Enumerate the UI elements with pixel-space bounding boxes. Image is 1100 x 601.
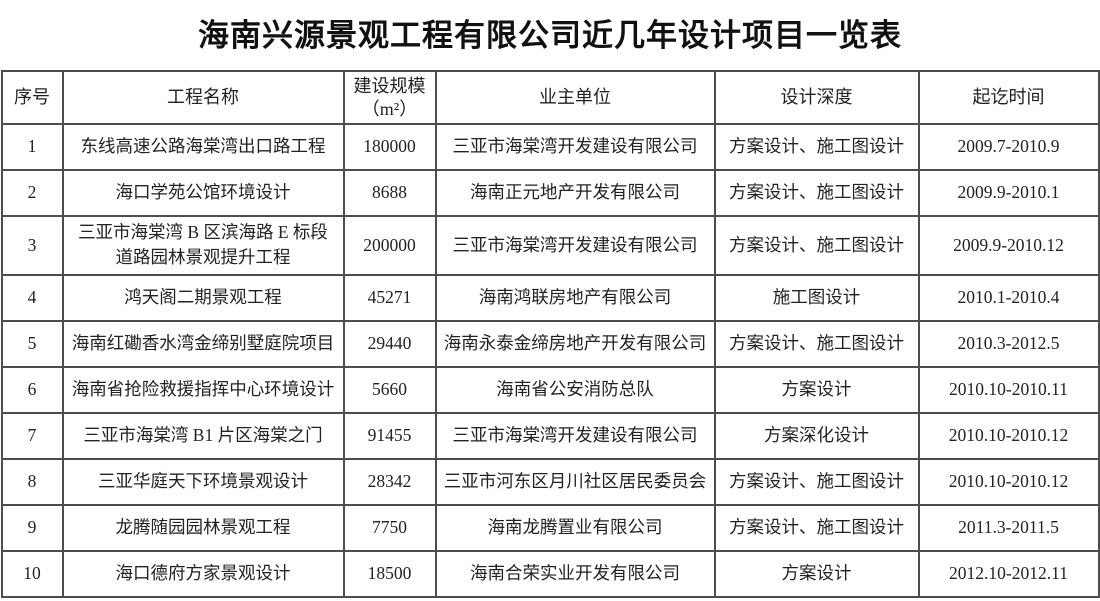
table-row: 2 海口学苑公馆环境设计 8688 海南正元地产开发有限公司 方案设计、施工图设… [0,169,1100,217]
cell-period: 2009.9-2010.12 [917,215,1100,276]
cell-period: 2010.10-2010.12 [917,457,1100,506]
cell-no: 10 [0,549,64,598]
cell-project-name: 海口学苑公馆环境设计 [61,169,345,217]
cell-owner: 三亚市海棠湾开发建设有限公司 [434,215,716,276]
cell-design-depth: 方案设计、施工图设计 [713,169,920,217]
cell-no: 9 [0,503,64,552]
cell-scale: 200000 [342,215,437,276]
cell-project-name: 海口德府方家景观设计 [61,549,345,598]
cell-design-depth: 方案设计 [713,365,920,414]
col-header-design-depth: 设计深度 [713,70,920,125]
cell-no: 3 [0,215,64,276]
table-row: 7 三亚市海棠湾 B1 片区海棠之门 91455 三亚市海棠湾开发建设有限公司 … [0,411,1100,460]
cell-owner: 三亚市河东区月川社区居民委员会 [434,457,716,506]
cell-design-depth: 方案深化设计 [713,411,920,460]
table-body: 1 东线高速公路海棠湾出口路工程 180000 三亚市海棠湾开发建设有限公司 方… [0,123,1100,598]
cell-period: 2009.7-2010.9 [917,123,1100,171]
cell-no: 6 [0,365,64,414]
cell-period: 2011.3-2011.5 [917,503,1100,552]
cell-project-name: 三亚市海棠湾 B1 片区海棠之门 [61,411,345,460]
table-row: 8 三亚华庭天下环境景观设计 28342 三亚市河东区月川社区居民委员会 方案设… [0,457,1100,506]
cell-project-name: 海南省抢险救援指挥中心环境设计 [61,365,345,414]
cell-period: 2010.10-2010.11 [917,365,1100,414]
cell-design-depth: 方案设计、施工图设计 [713,503,920,552]
table-row: 10 海口德府方家景观设计 18500 海南合荣实业开发有限公司 方案设计 20… [0,549,1100,598]
table-row: 6 海南省抢险救援指挥中心环境设计 5660 海南省公安消防总队 方案设计 20… [0,365,1100,414]
cell-period: 2012.10-2012.11 [917,549,1100,598]
cell-project-name: 龙腾随园园林景观工程 [61,503,345,552]
cell-no: 1 [0,123,64,171]
cell-period: 2009.9-2010.1 [917,169,1100,217]
cell-design-depth: 方案设计 [713,549,920,598]
cell-owner: 海南合荣实业开发有限公司 [434,549,716,598]
col-header-no: 序号 [0,70,64,125]
col-header-scale: 建设规模 （m²） [342,70,437,125]
page-title: 海南兴源景观工程有限公司近几年设计项目一览表 [198,18,902,53]
cell-design-depth: 施工图设计 [713,273,920,322]
col-header-project-name: 工程名称 [61,70,345,125]
cell-design-depth: 方案设计、施工图设计 [713,123,920,171]
table-row: 1 东线高速公路海棠湾出口路工程 180000 三亚市海棠湾开发建设有限公司 方… [0,123,1100,171]
cell-owner: 海南正元地产开发有限公司 [434,169,716,217]
cell-scale: 91455 [342,411,437,460]
header-row: 序号 工程名称 建设规模 （m²） 业主单位 设计深度 起讫时间 [0,70,1100,125]
cell-scale: 45271 [342,273,437,322]
cell-no: 4 [0,273,64,322]
cell-design-depth: 方案设计、施工图设计 [713,215,920,276]
cell-owner: 海南永泰金缔房地产开发有限公司 [434,319,716,368]
table-row: 3 三亚市海棠湾 B 区滨海路 E 标段道路园林景观提升工程 200000 三亚… [0,215,1100,276]
table-row: 4 鸿天阁二期景观工程 45271 海南鸿联房地产有限公司 施工图设计 2010… [0,273,1100,322]
cell-no: 8 [0,457,64,506]
cell-owner: 海南鸿联房地产有限公司 [434,273,716,322]
cell-no: 2 [0,169,64,217]
cell-owner: 海南龙腾置业有限公司 [434,503,716,552]
cell-period: 2010.10-2010.12 [917,411,1100,460]
cell-scale: 8688 [342,169,437,217]
cell-owner: 三亚市海棠湾开发建设有限公司 [434,123,716,171]
cell-period: 2010.3-2012.5 [917,319,1100,368]
cell-design-depth: 方案设计、施工图设计 [713,319,920,368]
cell-scale: 29440 [342,319,437,368]
projects-table: 序号 工程名称 建设规模 （m²） 业主单位 设计深度 起讫时间 1 东线高速公… [0,70,1100,598]
col-header-period: 起讫时间 [917,70,1100,125]
cell-owner: 三亚市海棠湾开发建设有限公司 [434,411,716,460]
cell-period: 2010.1-2010.4 [917,273,1100,322]
cell-project-name: 东线高速公路海棠湾出口路工程 [61,123,345,171]
cell-scale: 180000 [342,123,437,171]
cell-project-name: 海南红磡香水湾金缔别墅庭院项目 [61,319,345,368]
table-header: 序号 工程名称 建设规模 （m²） 业主单位 设计深度 起讫时间 [0,70,1100,125]
col-header-scale-label: 建设规模 [353,76,426,96]
cell-scale: 18500 [342,549,437,598]
table-row: 9 龙腾随园园林景观工程 7750 海南龙腾置业有限公司 方案设计、施工图设计 … [0,503,1100,552]
cell-design-depth: 方案设计、施工图设计 [713,457,920,506]
cell-owner: 海南省公安消防总队 [434,365,716,414]
cell-project-name: 三亚华庭天下环境景观设计 [61,457,345,506]
cell-scale: 28342 [342,457,437,506]
cell-no: 7 [0,411,64,460]
cell-project-name: 三亚市海棠湾 B 区滨海路 E 标段道路园林景观提升工程 [61,215,345,276]
col-header-owner: 业主单位 [434,70,716,125]
cell-scale: 7750 [342,503,437,552]
col-header-scale-unit: （m²） [361,98,418,119]
cell-scale: 5660 [342,365,437,414]
table-row: 5 海南红磡香水湾金缔别墅庭院项目 29440 海南永泰金缔房地产开发有限公司 … [0,319,1100,368]
cell-no: 5 [0,319,64,368]
cell-project-name: 鸿天阁二期景观工程 [61,273,345,322]
